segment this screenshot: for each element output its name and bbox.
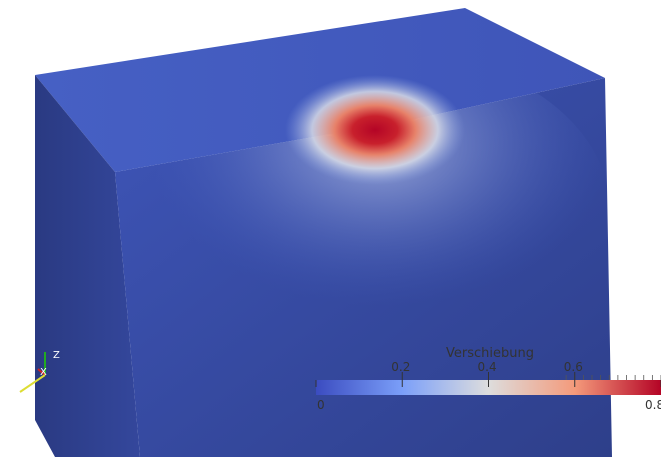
x-label: X [40, 367, 47, 378]
tick-label: 0.4 [478, 360, 497, 374]
render-view: Z X Y Verschiebung 0 0.2 0.4 0.6 0.8 [0, 0, 661, 457]
tick-label: 0.6 [564, 360, 583, 374]
hot-spot [285, 75, 465, 185]
y-label: Y [19, 380, 27, 391]
tick-label: 0 [317, 398, 325, 412]
color-bar-title: Verschiebung [446, 346, 534, 361]
page: Z X Y Verschiebung 00.20.40.60.8 (() => … [0, 0, 661, 461]
z-label: Z [53, 350, 60, 361]
tick-label: 0.2 [391, 360, 410, 374]
tick-label: 0.8 [645, 398, 661, 412]
